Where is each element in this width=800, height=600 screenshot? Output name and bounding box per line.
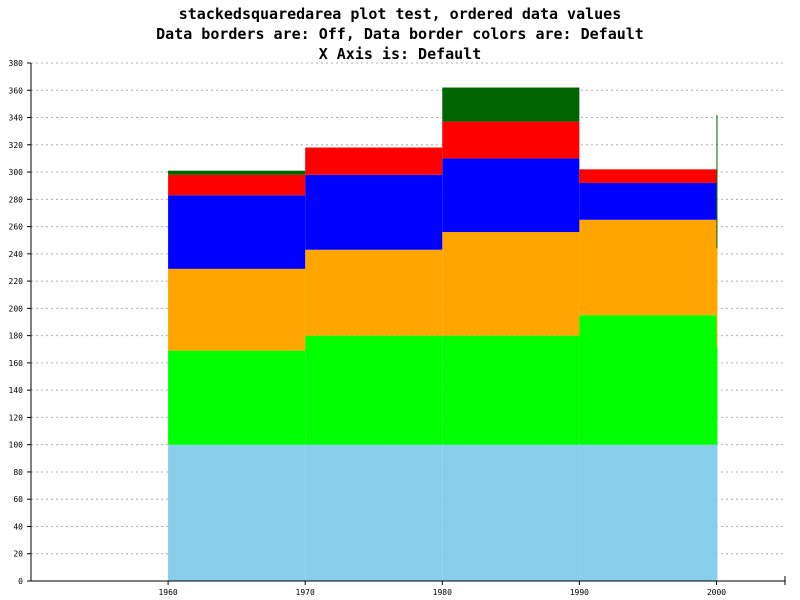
- area-segment-series-6: [716, 114, 718, 249]
- chart-title: stackedsquaredarea plot test, ordered da…: [0, 4, 800, 64]
- area-segment-series-1: [442, 444, 580, 581]
- x-tick-label: 2000: [707, 588, 726, 597]
- y-tick-label: 260: [9, 223, 24, 232]
- area-segment-series-3: [442, 232, 580, 336]
- x-tick-label: 1980: [433, 588, 452, 597]
- area-segment-series-3: [305, 249, 443, 336]
- area-segment-series-3: [168, 268, 306, 351]
- stacked-areas: [168, 87, 718, 581]
- y-tick-label: 200: [9, 304, 24, 313]
- x-tick-label: 1970: [296, 588, 315, 597]
- area-segment-series-3: [716, 248, 718, 347]
- area-segment-series-2: [716, 346, 718, 445]
- y-tick-label: 140: [9, 386, 24, 395]
- y-tick-label: 160: [9, 359, 24, 368]
- area-segment-series-6: [442, 87, 580, 122]
- area-segment-series-6: [168, 170, 306, 175]
- y-tick-label: 60: [13, 495, 23, 504]
- area-segment-series-1: [305, 444, 443, 581]
- y-tick-label: 20: [13, 550, 23, 559]
- y-tick-label: 280: [9, 195, 24, 204]
- area-segment-series-1: [168, 444, 306, 581]
- area-segment-series-2: [442, 335, 580, 445]
- y-tick-label: 300: [9, 168, 24, 177]
- y-tick-label: 340: [9, 114, 24, 123]
- title-line-2: Data borders are: Off, Data border color…: [156, 25, 644, 43]
- y-tick-label: 360: [9, 86, 24, 95]
- area-segment-series-5: [442, 121, 580, 159]
- axes: [27, 62, 786, 585]
- area-segment-series-4: [305, 174, 443, 250]
- area-segment-series-1: [579, 444, 717, 581]
- area-segment-series-5: [579, 169, 717, 183]
- title-line-3: X Axis is: Default: [318, 45, 482, 63]
- area-segment-series-2: [579, 315, 717, 445]
- area-segment-series-5: [305, 147, 443, 175]
- area-segment-series-3: [579, 219, 717, 316]
- area-segment-series-5: [168, 174, 306, 196]
- y-tick-label: 320: [9, 141, 24, 150]
- area-segment-series-4: [168, 195, 306, 269]
- y-tick-label: 240: [9, 250, 24, 259]
- area-segment-series-2: [168, 350, 306, 445]
- y-tick-label: 220: [9, 277, 24, 286]
- area-segment-series-4: [579, 182, 717, 220]
- y-tick-label: 100: [9, 441, 24, 450]
- y-tick-label: 0: [18, 577, 23, 586]
- area-segment-series-4: [442, 158, 580, 233]
- x-tick-label: 1990: [570, 588, 589, 597]
- area-segment-series-2: [305, 335, 443, 445]
- y-tick-label: 40: [13, 522, 23, 531]
- y-tick-label: 180: [9, 332, 24, 341]
- title-line-1: stackedsquaredarea plot test, ordered da…: [178, 5, 622, 23]
- y-tick-label: 120: [9, 413, 24, 422]
- tick-labels: 0 20 40 60 80 100 120 140 160 180 200 220 240 260 280 3…: [9, 59, 727, 597]
- y-tick-label: 80: [13, 468, 23, 477]
- area-segment-series-1: [716, 444, 718, 581]
- x-tick-label: 1960: [158, 588, 177, 597]
- y-tick-label: 380: [9, 59, 24, 68]
